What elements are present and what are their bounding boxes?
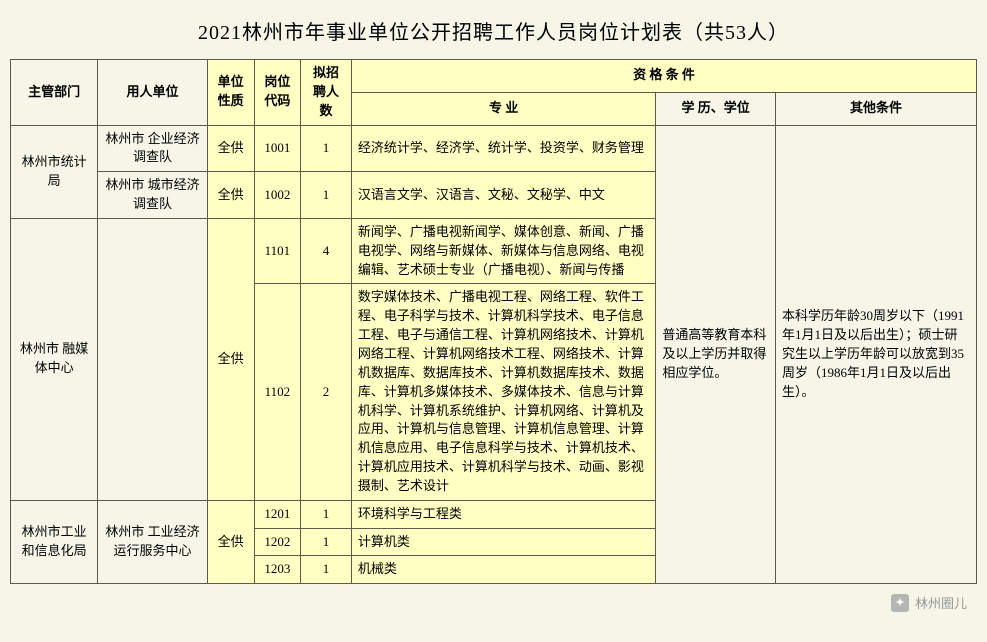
th-major: 专 业 xyxy=(351,92,655,125)
cell-code: 1203 xyxy=(254,556,301,584)
cell-major: 机械类 xyxy=(351,556,655,584)
table-head: 主管部门 用人单位 单位性质 岗位代码 拟招聘人数 资 格 条 件 专 业 学 … xyxy=(11,60,977,126)
th-dept: 主管部门 xyxy=(11,60,98,126)
cell-code: 1201 xyxy=(254,500,301,528)
watermark-text: 林州圈儿 xyxy=(915,593,967,612)
th-num: 拟招聘人数 xyxy=(301,60,352,126)
page-title: 2021林州市年事业单位公开招聘工作人员岗位计划表（共53人） xyxy=(10,8,977,59)
cell-unit: 林州市 城市经济调查队 xyxy=(98,172,208,219)
cell-major: 环境科学与工程类 xyxy=(351,500,655,528)
table-body: 林州市统计局 林州市 企业经济调查队 全供 1001 1 经济统计学、经济学、统… xyxy=(11,125,977,584)
cell-unit xyxy=(98,218,208,500)
cell-num: 1 xyxy=(301,172,352,219)
cell-num: 4 xyxy=(301,218,352,284)
cell-major: 汉语言文学、汉语言、文秘、文秘学、中文 xyxy=(351,172,655,219)
cell-nature: 全供 xyxy=(207,218,254,500)
th-nature: 单位性质 xyxy=(207,60,254,126)
th-unit: 用人单位 xyxy=(98,60,208,126)
th-other: 其他条件 xyxy=(776,92,977,125)
cell-code: 1102 xyxy=(254,284,301,500)
cell-unit: 林州市 工业经济 运行服务中心 xyxy=(98,500,208,584)
table-row: 林州市统计局 林州市 企业经济调查队 全供 1001 1 经济统计学、经济学、统… xyxy=(11,125,977,172)
recruitment-table: 主管部门 用人单位 单位性质 岗位代码 拟招聘人数 资 格 条 件 专 业 学 … xyxy=(10,59,977,584)
cell-num: 1 xyxy=(301,528,352,556)
cell-nature: 全供 xyxy=(207,125,254,172)
th-code: 岗位代码 xyxy=(254,60,301,126)
th-qual: 资 格 条 件 xyxy=(351,60,976,93)
cell-major: 新闻学、广播电视新闻学、媒体创意、新闻、广播电视学、网络与新媒体、新媒体与信息网… xyxy=(351,218,655,284)
cell-major: 计算机类 xyxy=(351,528,655,556)
cell-num: 2 xyxy=(301,284,352,500)
cell-nature: 全供 xyxy=(207,500,254,584)
cell-major: 数字媒体技术、广播电视工程、网络工程、软件工程、电子科学与技术、计算机科学技术、… xyxy=(351,284,655,500)
cell-major: 经济统计学、经济学、统计学、投资学、财务管理 xyxy=(351,125,655,172)
wechat-icon: ✦ xyxy=(891,594,909,612)
cell-num: 1 xyxy=(301,500,352,528)
cell-nature: 全供 xyxy=(207,172,254,219)
cell-unit: 林州市 企业经济调查队 xyxy=(98,125,208,172)
cell-other: 本科学历年龄30周岁以下（1991年1月1日及以后出生）；硕士研究生以上学历年龄… xyxy=(776,125,977,584)
cell-code: 1101 xyxy=(254,218,301,284)
cell-code: 1202 xyxy=(254,528,301,556)
cell-code: 1001 xyxy=(254,125,301,172)
watermark: ✦ 林州圈儿 xyxy=(891,593,967,612)
cell-code: 1002 xyxy=(254,172,301,219)
cell-num: 1 xyxy=(301,125,352,172)
cell-num: 1 xyxy=(301,556,352,584)
cell-dept: 林州市 融媒体中心 xyxy=(11,218,98,500)
th-edu: 学 历、学位 xyxy=(656,92,776,125)
sheet: 2021林州市年事业单位公开招聘工作人员岗位计划表（共53人） 主管部门 用人单… xyxy=(0,0,987,592)
cell-edu: 普通高等教育本科及以上学历并取得相应学位。 xyxy=(656,125,776,584)
cell-dept: 林州市工业 和信息化局 xyxy=(11,500,98,584)
cell-dept: 林州市统计局 xyxy=(11,125,98,218)
